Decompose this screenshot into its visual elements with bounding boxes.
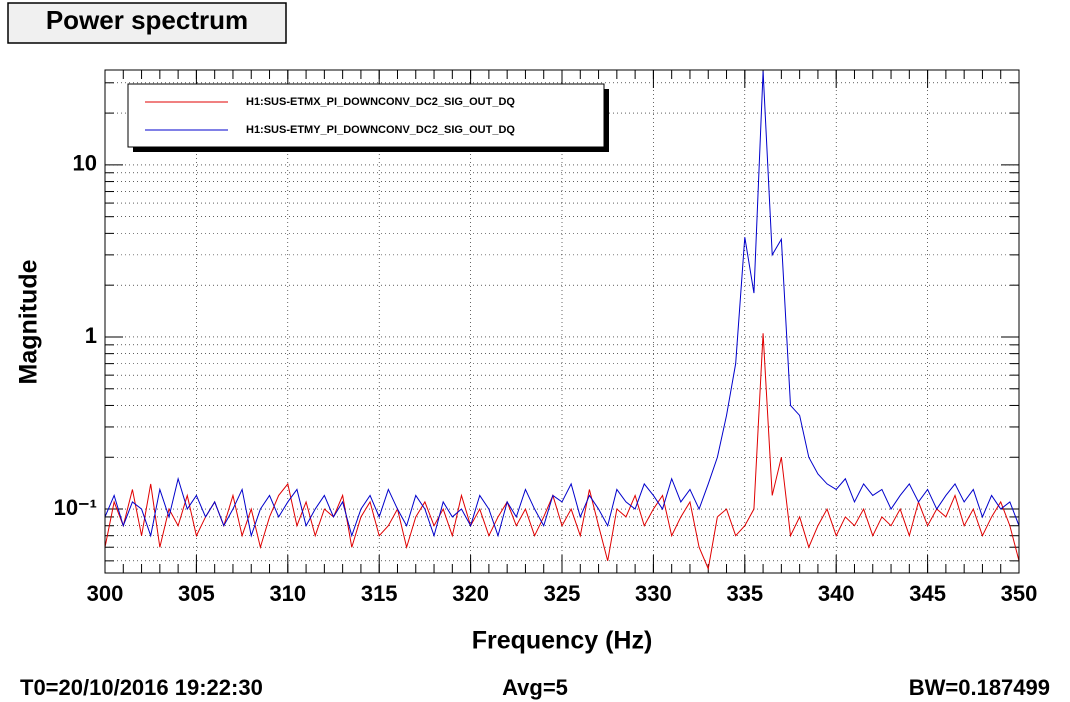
x-tick-label: 310 bbox=[269, 581, 306, 606]
plot-frame bbox=[104, 69, 1020, 574]
x-tick-label: 315 bbox=[361, 581, 398, 606]
x-tick-label: 305 bbox=[178, 581, 215, 606]
x-tick-label: 325 bbox=[544, 581, 581, 606]
footer-t0: T0=20/10/2016 19:22:30 bbox=[20, 675, 263, 700]
x-tick-label: 330 bbox=[635, 581, 672, 606]
y-tick-label: 1 bbox=[85, 323, 97, 348]
y-axis-label: Magnitude bbox=[15, 259, 43, 384]
legend-label: H1:SUS-ETMY_PI_DOWNCONV_DC2_SIG_OUT_DQ bbox=[246, 124, 515, 136]
y-tick-label: 10 bbox=[73, 151, 97, 176]
series-line bbox=[104, 333, 1020, 571]
x-tick-label: 345 bbox=[909, 581, 946, 606]
legend-label: H1:SUS-ETMX_PI_DOWNCONV_DC2_SIG_OUT_DQ bbox=[246, 96, 515, 108]
x-tick-label: 320 bbox=[452, 581, 489, 606]
x-tick-label: 350 bbox=[1001, 581, 1038, 606]
title-box bbox=[7, 2, 287, 44]
chart-title: Power spectrum bbox=[46, 5, 248, 35]
series-line bbox=[104, 71, 1020, 538]
plot-border bbox=[104, 69, 1020, 574]
x-axis-label: Frequency (Hz) bbox=[472, 627, 653, 655]
footer-bw: BW=0.187499 bbox=[909, 675, 1050, 700]
legend-box bbox=[127, 83, 605, 148]
x-tick-label: 300 bbox=[87, 581, 124, 606]
x-tick-label: 340 bbox=[818, 581, 855, 606]
y-tick-label: 10⁻¹ bbox=[54, 495, 97, 520]
footer-avg: Avg=5 bbox=[502, 675, 568, 700]
x-tick-label: 335 bbox=[726, 581, 763, 606]
